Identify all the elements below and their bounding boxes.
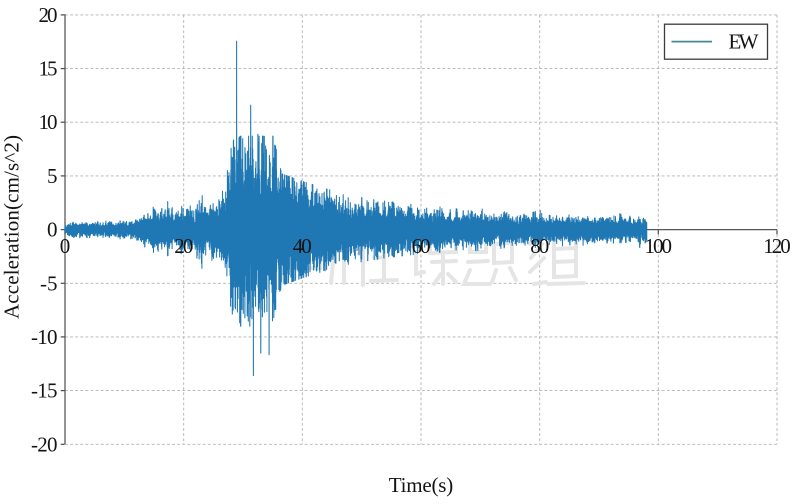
- svg-text:120: 120: [763, 234, 791, 258]
- svg-text:100: 100: [645, 234, 673, 258]
- svg-text:-5: -5: [40, 271, 58, 295]
- svg-text:5: 5: [47, 164, 58, 188]
- svg-text:EW: EW: [729, 30, 759, 54]
- svg-text:-15: -15: [31, 379, 58, 403]
- svg-text:15: 15: [39, 57, 58, 81]
- svg-text:-10: -10: [31, 325, 58, 349]
- svg-text:0: 0: [47, 218, 58, 242]
- svg-text:0: 0: [60, 234, 71, 258]
- svg-text:Time(s): Time(s): [389, 473, 454, 497]
- svg-text:60: 60: [412, 234, 431, 258]
- svg-text:40: 40: [293, 234, 312, 258]
- svg-text:80: 80: [530, 234, 549, 258]
- svg-text:20: 20: [174, 234, 193, 258]
- svg-text:Acceleration(cm/s^2): Acceleration(cm/s^2): [0, 135, 24, 319]
- svg-text:-20: -20: [31, 432, 58, 456]
- svg-text:20: 20: [39, 3, 58, 27]
- svg-text:10: 10: [39, 110, 58, 134]
